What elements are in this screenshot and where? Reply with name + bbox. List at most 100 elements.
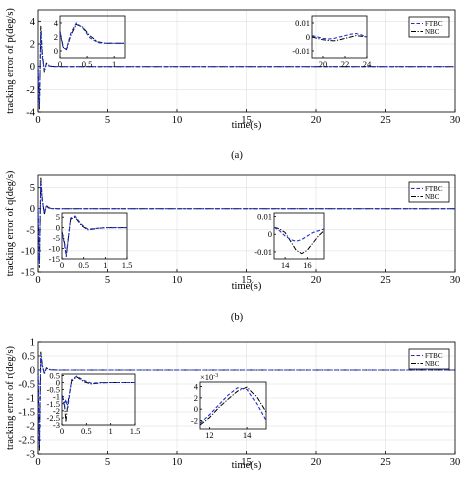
inset-y-tick-label: -15 <box>49 254 60 264</box>
inset-x-tick-label: 0 <box>60 426 64 436</box>
inset-series-line-nbc <box>273 226 325 255</box>
x-tick-label: 20 <box>311 457 322 468</box>
inset-x-tick-label: 1.5 <box>130 426 141 436</box>
panel-caption: (b) <box>231 312 244 323</box>
x-tick-label: 20 <box>311 275 322 286</box>
y-tick-label: -15 <box>21 268 35 279</box>
inset-frame <box>61 212 128 260</box>
series-line-ftbc <box>37 181 455 264</box>
inset-frame <box>59 15 126 59</box>
series-line-ftbc <box>37 32 455 107</box>
inset-y-tick-label: -2 <box>53 406 60 416</box>
y-tick-label: 4 <box>30 17 36 28</box>
inset-series-line-ftbc <box>273 226 325 242</box>
inset-2: 12 14 420 -2 ×10-3 <box>191 372 267 440</box>
x-tick-label: 20 <box>311 115 322 126</box>
legend-label-ftbc: FTBC <box>425 20 443 28</box>
inset-x-tick-label: 1.5 <box>122 260 133 270</box>
plot-area-frame <box>37 174 456 273</box>
inset-y-tick-label: 0 <box>194 404 198 414</box>
inset-frame <box>273 212 325 260</box>
legend-box <box>408 181 450 203</box>
y-tick-label: -1.5 <box>18 408 35 419</box>
x-tick-label: 30 <box>450 275 461 286</box>
legend-box <box>408 348 450 370</box>
y-tick-label: 0 <box>30 62 35 73</box>
inset-series-line-nbc <box>311 35 368 42</box>
inset-y-tick-label: -0.01 <box>254 247 272 257</box>
panel-caption: (a) <box>231 150 243 161</box>
y-tick-label: 1 <box>30 338 35 349</box>
y-axis-label: tracking error of p(deg/s) <box>5 8 16 114</box>
legend-label-nbc: NBC <box>425 193 440 201</box>
inset-y-tick-label: 0 <box>56 378 60 388</box>
inset-y-tick-label: 4 <box>54 18 59 28</box>
x-tick-label: 0 <box>35 457 40 468</box>
inset-1: 0 0.5 1 1.550-5-10-15 <box>49 212 133 270</box>
inset-x-tick-label: 14 <box>243 430 252 440</box>
inset-y-tick-label: 4 <box>194 382 199 392</box>
inset-x-tick-label: 24 <box>363 59 372 69</box>
legend-label-ftbc: FTBC <box>425 352 443 360</box>
legend-label-ftbc: FTBC <box>425 185 443 193</box>
y-tick-label: -5 <box>26 225 35 236</box>
inset-series-line-nbc <box>61 216 127 255</box>
plot-area-frame <box>37 9 456 113</box>
x-axis-label: time(s) <box>232 281 262 292</box>
inset-series-line-ftbc <box>311 32 368 40</box>
x-tick-label: 15 <box>241 115 252 126</box>
y-tick-label: 0.5 <box>22 352 35 363</box>
y-tick-label: 0 <box>30 204 35 215</box>
x-tick-label: 30 <box>450 457 461 468</box>
x-axis-label: time(s) <box>232 460 262 471</box>
x-tick-label: 10 <box>172 115 183 126</box>
inset-2: 20 22 24 0.01 0 -0.01 <box>292 15 372 69</box>
x-tick-label: 10 <box>172 457 183 468</box>
inset-y-tick-label: -5 <box>53 233 60 243</box>
x-tick-label: 0 <box>35 115 40 126</box>
inset-y-tick-label: -10 <box>49 244 60 254</box>
x-tick-label: 25 <box>380 115 391 126</box>
inset-x-tick-label: 1 <box>103 260 107 270</box>
inset-frame <box>61 373 136 426</box>
x-tick-label: 25 <box>380 457 391 468</box>
inset-x-tick-label: 20 <box>319 59 328 69</box>
legend-label-nbc: NBC <box>425 28 440 36</box>
y-tick-label: -2 <box>26 85 35 96</box>
x-tick-label: 5 <box>105 115 110 126</box>
x-tick-label: 30 <box>450 115 461 126</box>
inset-series-line-nbc <box>199 386 267 426</box>
inset-x-tick-label: 0.5 <box>82 59 93 69</box>
inset-y-tick-label: -1.5 <box>47 399 60 409</box>
inset-y-tick-label: 0.5 <box>49 370 60 380</box>
x-tick-label: 15 <box>241 275 252 286</box>
legend-box <box>408 16 450 38</box>
y-tick-label: 0 <box>30 366 35 377</box>
x-tick-label: 5 <box>105 457 110 468</box>
inset-y-tick-label: 0 <box>56 223 60 233</box>
inset-series-line-ftbc <box>61 375 135 409</box>
inset-x-tick-label: 12 <box>205 430 214 440</box>
inset-y-tick-label: 0 <box>54 46 58 56</box>
inset-y-tick-label: -3 <box>53 420 60 430</box>
inset-x-tick-label: 1 <box>112 59 116 69</box>
inset-x-tick-label: 0 <box>60 260 64 270</box>
y-tick-label: -3 <box>26 450 35 461</box>
inset-y-tick-label: 0.01 <box>295 18 310 28</box>
y-axis-label: tracking error of q(deg/s) <box>5 170 16 276</box>
inset-y-tick-label: -2 <box>191 416 198 426</box>
y-tick-label: -1 <box>26 394 35 405</box>
x-tick-label: 25 <box>380 275 391 286</box>
inset-y-tick-label: 0.01 <box>257 212 272 222</box>
y-tick-label: 2 <box>30 40 35 51</box>
inset-series-line-ftbc <box>59 22 125 50</box>
y-tick-label: -0.5 <box>18 380 35 391</box>
inset-1: 0 0.5 1 1.50.50-0.5-1-1.5-2-2.5-3 <box>47 370 141 436</box>
inset-x-tick-label: 14 <box>281 260 290 270</box>
inset-x-tick-label: 0 <box>58 59 62 69</box>
